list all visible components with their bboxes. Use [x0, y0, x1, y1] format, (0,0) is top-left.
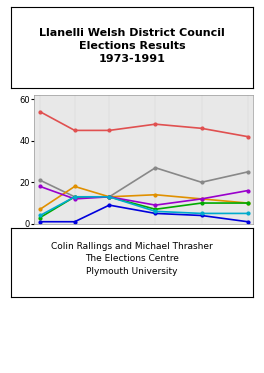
- Text: Llanelli Welsh District Council
Elections Results
1973-1991: Llanelli Welsh District Council Election…: [39, 28, 225, 64]
- Text: Colin Rallings and Michael Thrasher
The Elections Centre
Plymouth University: Colin Rallings and Michael Thrasher The …: [51, 242, 213, 276]
